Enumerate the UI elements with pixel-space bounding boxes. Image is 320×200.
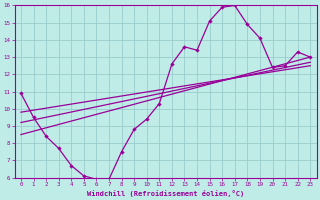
X-axis label: Windchill (Refroidissement éolien,°C): Windchill (Refroidissement éolien,°C)	[87, 190, 244, 197]
